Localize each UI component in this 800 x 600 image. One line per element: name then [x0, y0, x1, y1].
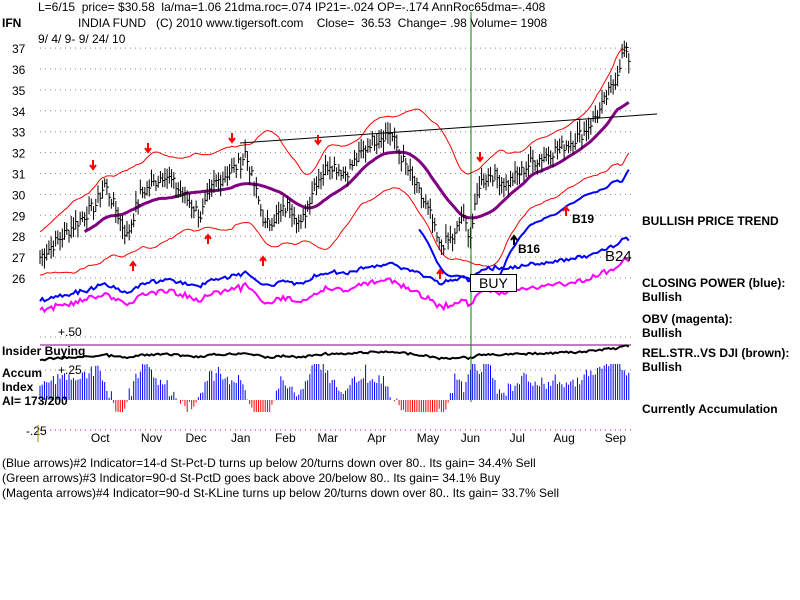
moving-average: [83, 101, 630, 233]
cp-label: CLOSING POWER (blue):: [642, 276, 786, 290]
obv-label: OBV (magenta):: [642, 312, 733, 326]
buy-arrow: [204, 233, 212, 244]
buy-arrow: [259, 255, 267, 266]
header-stats: L=6/15 price= $30.58 la/ma=1.06 21dma.ro…: [38, 0, 546, 14]
rel-strength-line: [39, 344, 630, 362]
y-tick-label: 27: [12, 251, 26, 265]
trend-line: [239, 113, 658, 144]
b24-label: B24: [605, 248, 632, 265]
ai-label: AI= 173/200: [2, 394, 68, 408]
footer-line-1: (Blue arrows)#2 Indicator=14-d St-Pct-D …: [2, 456, 536, 470]
accum-tick-label: +.50: [58, 325, 82, 339]
closing-power-trend: [418, 169, 630, 285]
y-tick-label: 28: [12, 230, 26, 244]
header-title: INDIA FUND (C) 2010 www.tigersoft.com Cl…: [78, 16, 548, 30]
month-label: Oct: [91, 431, 110, 445]
rs-value: Bullish: [642, 360, 683, 374]
index-label: Index: [2, 380, 34, 394]
month-label: Jan: [231, 431, 250, 445]
accum-tick-label: -.25: [26, 424, 47, 438]
y-tick-label: 37: [12, 42, 26, 56]
month-label: Jun: [461, 431, 480, 445]
closing-power-line: [39, 236, 630, 303]
b19-label: B19: [572, 212, 595, 226]
month-label: Apr: [367, 431, 386, 445]
month-label: Nov: [141, 431, 162, 445]
y-tick-label: 30: [12, 188, 26, 202]
y-tick-label: 36: [12, 63, 26, 77]
sell-arrow: [144, 143, 152, 154]
y-tick-label: 26: [12, 272, 26, 286]
y-tick-label: 34: [12, 105, 26, 119]
accum-tick-label: +.25: [58, 363, 82, 377]
footer-line-2: (Green arrows)#3 Indicator=90-d St-PctD …: [2, 471, 501, 485]
insider-label: Insider Buying: [2, 344, 86, 358]
buy-arrow: [562, 205, 570, 216]
b16-arrow: [510, 234, 518, 245]
month-label: Aug: [553, 431, 574, 445]
b16-label: B16: [518, 242, 541, 256]
accum-status: Currently Accumulation: [642, 402, 778, 416]
buy-arrow: [129, 260, 137, 271]
y-tick-label: 35: [12, 84, 26, 98]
buy-label: BUY: [470, 274, 517, 292]
obv-line: [39, 257, 630, 314]
obv-value: Bullish: [642, 326, 683, 340]
y-tick-label: 29: [12, 209, 26, 223]
y-tick-label: 33: [12, 126, 26, 140]
buy-arrow: [436, 268, 444, 279]
y-tick-label: 32: [12, 147, 26, 161]
month-label: Sep: [605, 431, 627, 445]
rs-label: REL.STR..VS DJI (brown):: [642, 346, 790, 360]
sell-arrow: [314, 135, 322, 146]
date-range: 9/ 4/ 9- 9/ 24/ 10: [38, 32, 126, 46]
lower-band: [40, 152, 630, 276]
upper-band: [39, 48, 629, 232]
trend-label: BULLISH PRICE TREND: [642, 214, 779, 228]
accum-label: Accum: [2, 366, 43, 380]
sell-arrow: [89, 160, 97, 171]
symbol: IFN: [2, 16, 22, 30]
month-label: Feb: [275, 431, 296, 445]
month-label: Mar: [317, 431, 338, 445]
month-label: Jul: [510, 431, 525, 445]
sell-arrow: [228, 133, 236, 144]
footer-line-3: (Magenta arrows)#4 Indicator=90-d St-KLi…: [2, 486, 559, 500]
month-label: May: [417, 431, 440, 445]
cp-value: Bullish: [642, 290, 683, 304]
month-label: Dec: [185, 431, 206, 445]
y-tick-label: 31: [12, 168, 26, 182]
sell-arrow: [476, 152, 484, 163]
